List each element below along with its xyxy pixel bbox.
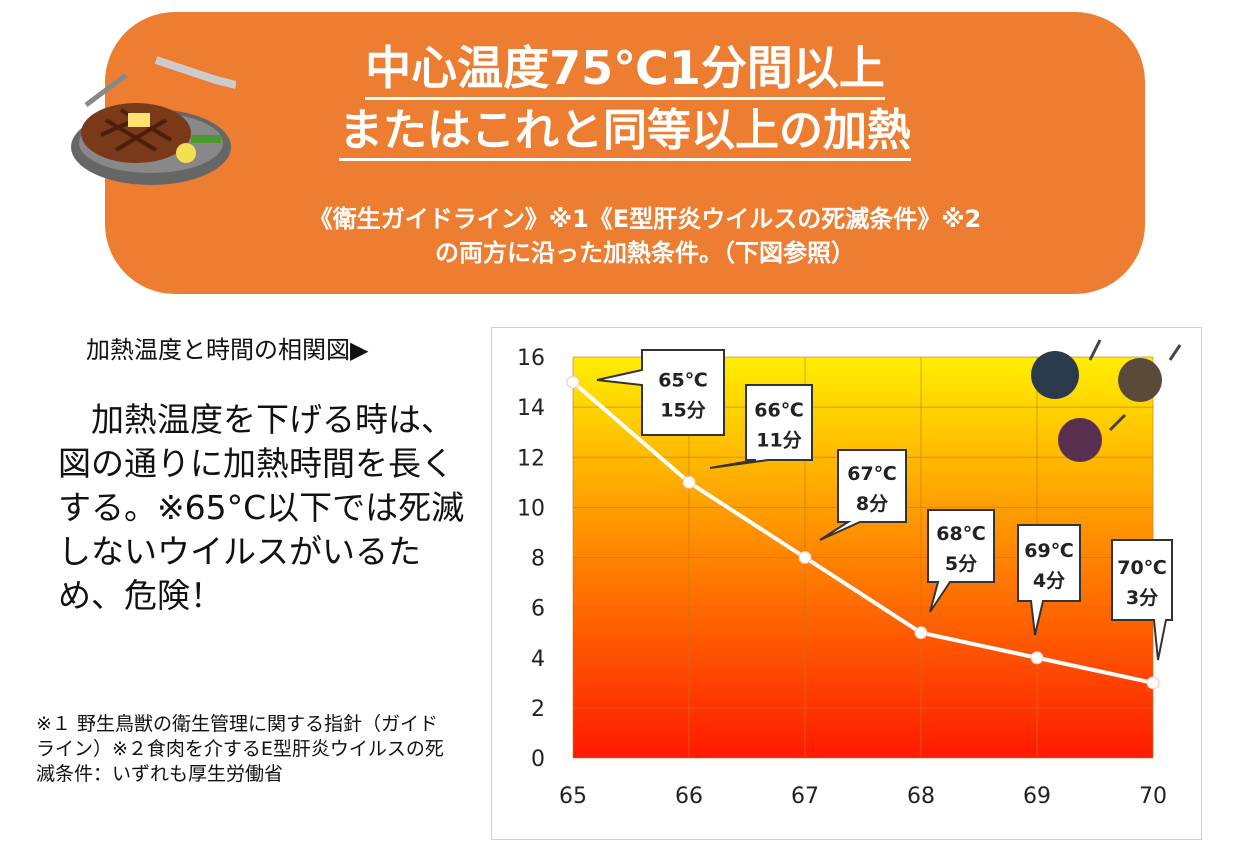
banner-title-line2: またはこれと同等以上の加熱 <box>339 105 911 161</box>
y-tick-label: 16 <box>517 346 545 371</box>
callout-time: 8分 <box>856 493 888 515</box>
callout-temp: 67℃ <box>847 463 896 485</box>
callout-time: 15分 <box>660 400 705 422</box>
x-tick-label: 69 <box>1023 784 1051 809</box>
subtitle-line1: 《衛生ガイドライン》※1《E型肝炎ウイルスの死滅条件》※2 <box>308 205 982 233</box>
y-tick-label: 0 <box>531 747 545 772</box>
virus-illustration-icon <box>1031 339 1182 462</box>
x-tick-label: 70 <box>1139 784 1167 809</box>
callout-box <box>596 349 725 436</box>
data-point <box>682 475 696 489</box>
callout-box <box>1111 539 1173 661</box>
chart-frame <box>491 327 1202 840</box>
y-tick-label: 10 <box>517 496 545 521</box>
data-point <box>914 626 928 640</box>
callout-temp: 65℃ <box>658 370 707 392</box>
header-banner: 中心温度75℃1分間以上 またはこれと同等以上の加熱 《衛生ガイドライン》※1《… <box>105 12 1145 294</box>
callout-time: 11分 <box>756 430 801 452</box>
y-tick-label: 14 <box>517 396 545 421</box>
callout-box <box>1017 524 1081 636</box>
data-point <box>798 551 812 564</box>
x-tick-label: 67 <box>791 784 819 809</box>
x-tick-label: 68 <box>907 784 935 809</box>
subtitle-line2: の両方に沿った加熱条件。（下図参照） <box>435 239 855 267</box>
callout-time: 4分 <box>1033 570 1065 592</box>
steak-illustration-icon <box>71 56 236 185</box>
main-explanation: 加熱温度を下げる時は、図の通りに加熱時間を長くする。※65°C以下では死滅しない… <box>58 400 465 615</box>
footnote: ※１ 野生鳥獣の衛生管理に関する指針（ガイドライン）※２食肉を介するE型肝炎ウイ… <box>36 713 444 785</box>
data-point <box>1146 676 1160 690</box>
data-point <box>1030 651 1044 665</box>
callout-temp: 70℃ <box>1117 557 1166 579</box>
callout-box <box>819 449 907 541</box>
callout-temp: 69℃ <box>1024 540 1073 562</box>
callout-temp: 66℃ <box>754 400 803 422</box>
callout-box <box>709 384 813 469</box>
banner-title-line1: 中心温度75℃1分間以上 <box>365 41 885 100</box>
y-tick-label: 2 <box>531 697 545 722</box>
callout-time: 5分 <box>945 553 977 575</box>
data-line <box>571 380 1154 685</box>
banner-subtitle: 《衛生ガイドライン》※1《E型肝炎ウイルスの死滅条件》※2 の両方に沿った加熱条… <box>145 202 1145 270</box>
y-tick-label: 4 <box>531 647 545 672</box>
callout-time: 3分 <box>1126 587 1158 609</box>
callout-box <box>927 509 995 613</box>
x-tick-label: 65 <box>559 784 587 809</box>
y-tick-label: 6 <box>531 597 545 622</box>
y-tick-label: 8 <box>531 547 545 572</box>
data-point <box>566 375 580 389</box>
y-tick-label: 12 <box>517 446 545 471</box>
callout-temp: 68℃ <box>936 523 985 545</box>
x-tick-label: 66 <box>675 784 703 809</box>
chart-caption: 加熱温度と時間の相関図▶ <box>86 336 369 364</box>
